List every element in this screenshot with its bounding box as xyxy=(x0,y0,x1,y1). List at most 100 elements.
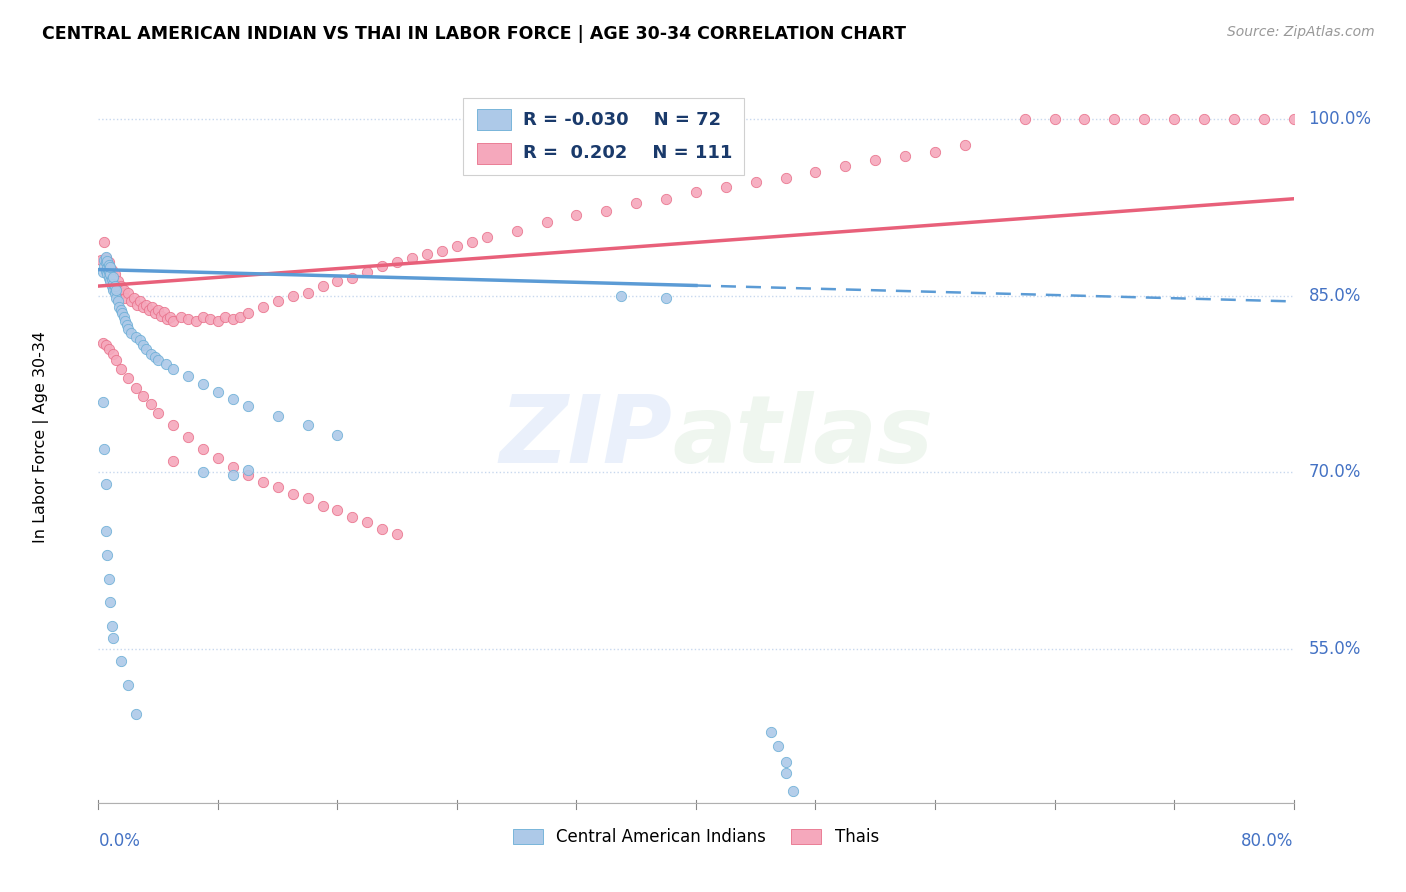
Point xyxy=(894,149,917,163)
Point xyxy=(143,350,166,364)
Text: 70.0%: 70.0% xyxy=(1309,464,1361,482)
Point xyxy=(416,247,439,261)
Point xyxy=(775,766,797,780)
Point xyxy=(326,427,349,442)
Point xyxy=(97,270,120,285)
Point xyxy=(103,277,125,291)
Point xyxy=(91,394,114,409)
Point xyxy=(506,224,529,238)
Point xyxy=(103,631,125,645)
Point xyxy=(117,678,139,692)
Point xyxy=(103,347,125,361)
Point xyxy=(94,250,117,264)
Point xyxy=(953,137,976,152)
Point xyxy=(236,400,259,414)
Text: 80.0%: 80.0% xyxy=(1241,832,1294,850)
Point xyxy=(1282,112,1305,126)
Point xyxy=(135,298,157,312)
Point xyxy=(207,385,229,400)
Text: Source: ZipAtlas.com: Source: ZipAtlas.com xyxy=(1227,25,1375,39)
Point xyxy=(775,170,797,185)
Point xyxy=(371,259,394,273)
Point xyxy=(94,524,117,539)
Point xyxy=(98,267,122,281)
Point xyxy=(536,215,558,229)
Point xyxy=(141,301,163,315)
Text: 85.0%: 85.0% xyxy=(1309,286,1361,304)
Point xyxy=(626,196,648,211)
Point xyxy=(759,725,782,739)
Point xyxy=(107,294,129,309)
Point xyxy=(110,302,132,317)
Point xyxy=(94,251,117,265)
Point xyxy=(236,306,259,320)
Text: R = -0.030    N = 72: R = -0.030 N = 72 xyxy=(523,111,721,128)
Point xyxy=(252,301,274,315)
Point xyxy=(104,286,127,301)
Point xyxy=(236,467,259,482)
Point xyxy=(111,306,134,320)
Point xyxy=(148,302,170,317)
Point xyxy=(775,755,797,769)
Point xyxy=(685,185,707,199)
Point xyxy=(94,255,117,269)
Text: 100.0%: 100.0% xyxy=(1309,110,1371,128)
Point xyxy=(132,301,155,315)
Point xyxy=(207,451,229,466)
Point xyxy=(267,409,290,423)
Point xyxy=(865,153,887,167)
Point xyxy=(610,288,633,302)
Point xyxy=(1043,112,1066,126)
Point xyxy=(115,318,138,332)
Text: CENTRAL AMERICAN INDIAN VS THAI IN LABOR FORCE | AGE 30-34 CORRELATION CHART: CENTRAL AMERICAN INDIAN VS THAI IN LABOR… xyxy=(42,25,907,43)
Text: In Labor Force | Age 30-34: In Labor Force | Age 30-34 xyxy=(34,331,49,543)
Point xyxy=(297,286,319,301)
Point xyxy=(1133,112,1156,126)
Point xyxy=(1104,112,1126,126)
Point xyxy=(108,301,131,315)
Point xyxy=(1192,112,1215,126)
Point xyxy=(120,326,142,341)
Point xyxy=(297,491,319,506)
Point xyxy=(98,274,122,288)
Point xyxy=(252,475,274,489)
Point xyxy=(177,368,200,383)
Point xyxy=(107,274,129,288)
Point xyxy=(191,466,214,480)
Point xyxy=(93,253,115,268)
Point xyxy=(446,239,468,253)
Point xyxy=(108,283,131,297)
Point xyxy=(98,595,122,609)
Point xyxy=(311,279,333,293)
Point xyxy=(112,310,135,324)
Point xyxy=(135,342,157,356)
Point xyxy=(655,192,678,206)
Point xyxy=(401,251,423,265)
Point xyxy=(93,442,115,456)
Point xyxy=(110,361,132,376)
Point xyxy=(155,357,177,371)
Point xyxy=(311,499,333,513)
Point xyxy=(297,418,319,433)
Point xyxy=(1163,112,1185,126)
Point xyxy=(177,430,200,444)
Point xyxy=(124,291,146,305)
Point xyxy=(117,321,139,335)
Point xyxy=(96,259,118,273)
Point xyxy=(96,261,118,276)
Point xyxy=(475,229,498,244)
Point xyxy=(834,159,856,173)
Point xyxy=(103,269,125,284)
Point xyxy=(371,522,394,536)
Point xyxy=(150,309,173,323)
Point xyxy=(111,286,134,301)
Point xyxy=(184,314,207,328)
Text: atlas: atlas xyxy=(672,391,934,483)
Point xyxy=(745,175,768,189)
Point xyxy=(222,392,245,407)
Point xyxy=(229,310,252,324)
Point xyxy=(191,376,214,391)
Point xyxy=(267,294,290,309)
Point xyxy=(222,459,245,474)
Point xyxy=(97,265,120,279)
